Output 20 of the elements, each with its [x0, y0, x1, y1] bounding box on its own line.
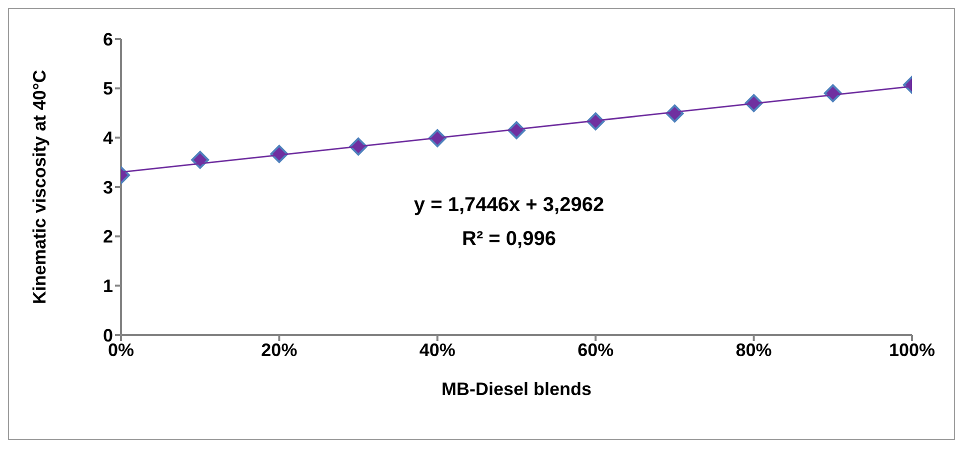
y-tick-label: 2: [102, 226, 113, 247]
annotation: y = 1,7446x + 3,2962: [412, 194, 606, 217]
y-tick-label: 4: [102, 128, 113, 148]
x-tick-label: 40%: [419, 340, 456, 360]
point: [508, 121, 526, 140]
y-tick-label: 3: [102, 177, 113, 198]
point: [191, 150, 210, 169]
point: [270, 144, 288, 163]
point: [824, 84, 842, 102]
y-tick-label: 1: [102, 276, 113, 296]
x-tick-label: 20%: [261, 340, 298, 360]
x-tick-label: 100%: [888, 340, 936, 360]
y-tick-label: 6: [102, 29, 113, 50]
x-tick-label: 80%: [736, 340, 772, 360]
x-tick-label: 60%: [578, 340, 614, 360]
y-tick-label: 5: [102, 78, 113, 99]
point: [666, 104, 684, 122]
y-axis-title: Kinematic viscosity at 40°C: [29, 70, 50, 304]
annotation: R² = 0,996: [461, 228, 557, 251]
x-axis-title: MB-Diesel blends: [441, 379, 592, 399]
